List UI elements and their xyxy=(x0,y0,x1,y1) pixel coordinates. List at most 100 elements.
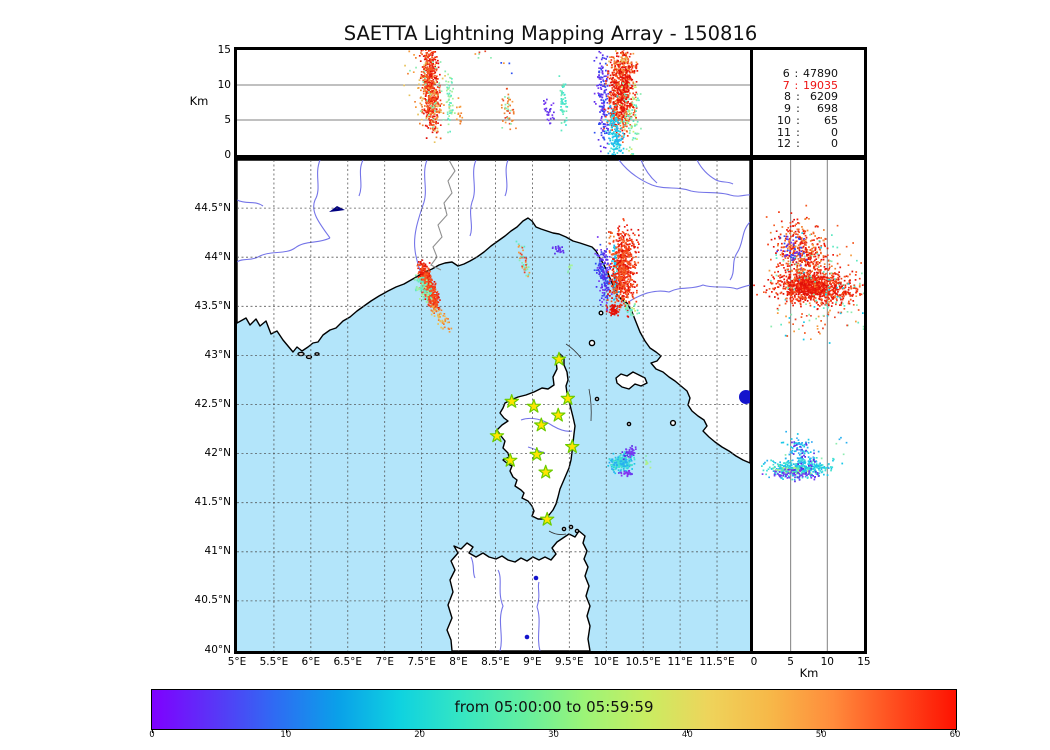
map-gridlines xyxy=(237,160,750,651)
lightning-points xyxy=(518,245,530,277)
source-count: 0 xyxy=(831,137,838,151)
lightning-points xyxy=(773,467,820,481)
lightning-points xyxy=(477,53,492,59)
top-y-tick-label: 5 xyxy=(224,113,231,126)
map-lat-tick-label: 40.5°N xyxy=(194,594,231,607)
lightning-points xyxy=(478,50,487,54)
station-star-marker xyxy=(526,398,542,413)
top-lightning-scatter xyxy=(403,50,642,155)
source-count: 698 xyxy=(817,102,838,116)
channel-id: 6 xyxy=(782,67,790,80)
station-star-marker xyxy=(534,417,549,432)
map-lat-tick-label: 42.5°N xyxy=(194,398,231,410)
lightning-points xyxy=(430,306,449,330)
station-count-row: 8:6209 xyxy=(753,91,864,103)
map-lon-tick-label: 8.5°E xyxy=(481,656,510,668)
time-colorbar: from 05:00:00 to 05:59:59 xyxy=(151,689,957,730)
map-lat-tick-label: 44.5°N xyxy=(194,201,231,214)
lightning-points xyxy=(784,306,842,344)
station-counts-box: 6:47890 7:19035 8:6209 9:698 10:65 11:0 12:0 xyxy=(750,47,867,158)
station-star-marker xyxy=(503,452,518,467)
map-lat-tick-label: 41.5°N xyxy=(194,496,231,509)
country-border xyxy=(430,160,456,271)
lightning-points xyxy=(517,244,531,278)
colorbar-tick-label: 60 xyxy=(949,730,961,740)
map-lat-tick-label: 44°N xyxy=(204,250,231,263)
lightning-points xyxy=(546,98,554,125)
map-lat-tick-label: 42°N xyxy=(204,447,231,460)
lightning-points xyxy=(645,461,652,469)
map-lon-tick-label: 5.5°E xyxy=(259,656,289,668)
map-lon-tick-label: 8°E xyxy=(449,656,468,668)
lightning-points xyxy=(407,52,445,139)
right-x-tick-label: 5 xyxy=(787,656,794,668)
map-lon-tick-label: 10°E xyxy=(593,656,619,668)
source-count: 6209 xyxy=(810,90,838,104)
lake xyxy=(533,575,539,581)
channel-id: 9 xyxy=(784,102,791,116)
colorbar-tick-mark xyxy=(955,729,956,733)
channel-id: 11 xyxy=(777,125,791,139)
lightning-points xyxy=(625,446,637,458)
station-count-row: 6:47890 xyxy=(753,68,864,80)
map-lightning-scatter xyxy=(414,218,652,478)
station-star-marker xyxy=(504,394,519,408)
altitude-longitude-panel xyxy=(234,47,753,158)
lightning-points xyxy=(761,464,813,479)
right-lightning-scatter xyxy=(753,204,864,483)
station-count-row: 7:19035 xyxy=(753,79,864,92)
map-plot xyxy=(237,160,750,651)
lightning-points xyxy=(770,304,858,331)
altitude-latitude-plot xyxy=(753,160,864,651)
lightning-points xyxy=(415,276,433,301)
map-lon-tick-label: 9°E xyxy=(523,656,542,668)
station-star-marker xyxy=(538,464,553,479)
lake xyxy=(524,634,530,640)
map-lon-tick-label: 6°E xyxy=(301,656,321,668)
lightning-points xyxy=(776,237,808,261)
alpine-lake xyxy=(329,206,345,212)
right-panel-x-axis-label: Km xyxy=(799,666,819,680)
map-lon-tick-label: 5°E xyxy=(227,656,247,668)
lightning-points xyxy=(608,231,612,234)
lakes xyxy=(329,206,750,640)
map-lat-tick-label: 43.5°N xyxy=(194,299,231,312)
station-count-row: 9:698 xyxy=(753,103,864,115)
altitude-longitude-plot xyxy=(237,50,750,155)
lightning-points xyxy=(794,303,848,333)
colorbar-tick-label: 10 xyxy=(280,730,292,740)
lightning-points xyxy=(774,224,862,337)
lightning-points xyxy=(772,433,844,477)
map-lat-tick-label: 41°N xyxy=(204,545,231,558)
maddalena-island xyxy=(561,526,567,532)
lightning-points xyxy=(568,264,573,270)
map-lon-tick-label: 7.5°E xyxy=(407,656,436,668)
lightning-points xyxy=(500,62,513,75)
top-panel-y-axis-label: Km xyxy=(189,94,209,108)
elba-island xyxy=(615,371,648,390)
lightning-points xyxy=(608,219,640,309)
capraia-island xyxy=(588,339,596,347)
colorbar-tick-label: 20 xyxy=(414,730,426,740)
right-x-tick-label: 15 xyxy=(857,656,871,668)
map-lon-tick-label: 11°E xyxy=(667,656,693,668)
maddalena-island xyxy=(568,524,574,530)
station-counts-rows: 6:47890 7:19035 8:6209 9:698 10:65 11:0 12:0 xyxy=(753,50,864,150)
montecristo-island xyxy=(626,421,632,427)
pianosa-island xyxy=(594,396,600,402)
lightning-points xyxy=(456,97,464,122)
source-count: 65 xyxy=(824,113,838,127)
map-lon-tick-label: 6.5°E xyxy=(333,656,363,668)
figure-title: SAETTA Lightning Mapping Array - 150816 xyxy=(343,22,758,45)
lightning-points xyxy=(620,83,638,155)
altitude-latitude-panel xyxy=(750,157,867,654)
lightning-points xyxy=(791,441,820,464)
station-star-marker xyxy=(529,447,545,461)
colorbar-tick-mark xyxy=(687,729,689,733)
station-star-marker xyxy=(539,511,555,526)
lake xyxy=(739,390,750,404)
lightning-points xyxy=(786,438,815,471)
lightning-points xyxy=(502,87,515,125)
station-star-marker xyxy=(565,439,580,453)
map-lon-tick-label: 11.5°E xyxy=(699,656,735,668)
